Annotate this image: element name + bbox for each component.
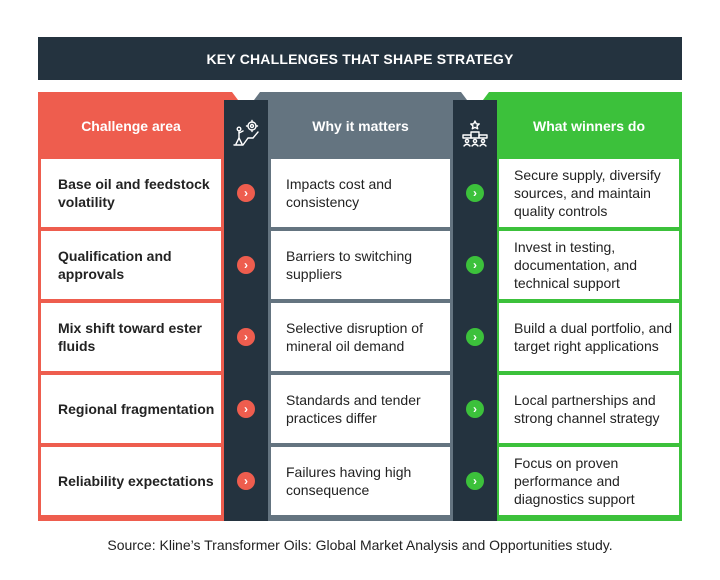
column-header-challenge: Challenge area [81, 118, 181, 134]
why-cell: Selective disruption of mineral oil dema… [271, 303, 450, 371]
chevron-right-icon: › [237, 472, 255, 490]
challenge-cell: Regional fragmentation [41, 375, 221, 443]
challenge-cell: Reliability expectations [41, 447, 221, 515]
column-header-winners: What winners do [533, 118, 645, 134]
connector-strip-right [453, 100, 497, 521]
chevron-right-icon: › [237, 256, 255, 274]
why-cell: Failures having high consequence [271, 447, 450, 515]
climber-gear-icon [231, 118, 261, 148]
chevron-right-icon: › [466, 184, 484, 202]
diagram-title: KEY CHALLENGES THAT SHAPE STRATEGY [38, 37, 682, 80]
chevron-right-icon: › [466, 328, 484, 346]
winners-cell: Invest in testing, documentation, and te… [499, 231, 679, 299]
challenge-cell: Qualification and approvals [41, 231, 221, 299]
winners-cell: Local partnerships and strong channel st… [499, 375, 679, 443]
challenge-cell: Base oil and feedstock volatility [41, 159, 221, 227]
connector-strip-left [224, 100, 268, 521]
challenge-cell: Mix shift toward ester fluids [41, 303, 221, 371]
chevron-right-icon: › [466, 400, 484, 418]
why-cell: Impacts cost and consistency [271, 159, 450, 227]
why-cell: Standards and tender practices differ [271, 375, 450, 443]
winners-cell: Secure supply, diversify sources, and ma… [499, 159, 679, 227]
column-header-why: Why it matters [312, 118, 409, 134]
source-note: Source: Kline’s Transformer Oils: Global… [107, 537, 613, 553]
winners-cell: Build a dual portfolio, and target right… [499, 303, 679, 371]
winners-cell: Focus on proven performance and diagnost… [499, 447, 679, 515]
chevron-right-icon: › [237, 184, 255, 202]
strip-notches [224, 92, 497, 100]
chevron-right-icon: › [466, 472, 484, 490]
chevron-right-icon: › [237, 328, 255, 346]
podium-award-icon [460, 118, 490, 148]
why-cell: Barriers to switching suppliers [271, 231, 450, 299]
chevron-right-icon: › [237, 400, 255, 418]
chevron-right-icon: › [466, 256, 484, 274]
